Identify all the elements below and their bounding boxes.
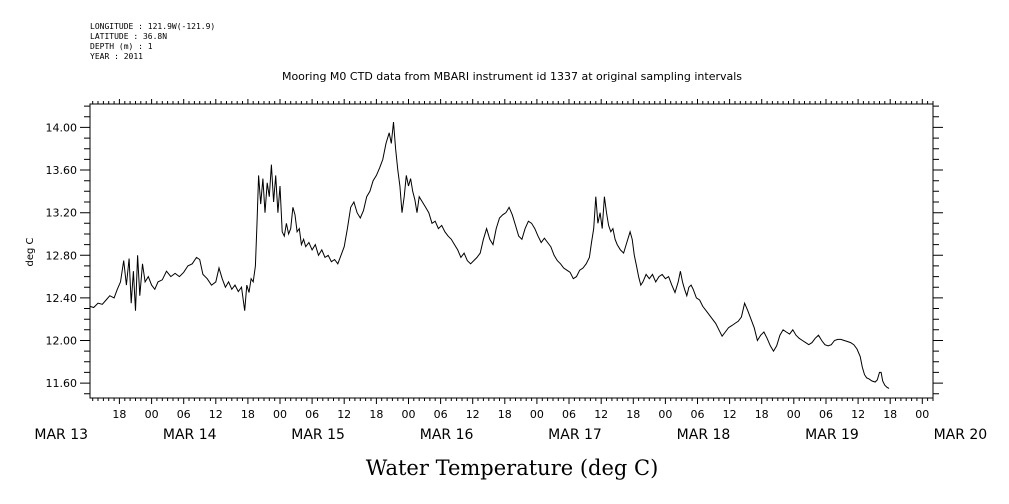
y-axis-label: deg C	[25, 237, 36, 266]
x-hour-label: 00	[402, 408, 416, 421]
chart-caption: Water Temperature (deg C)	[366, 456, 659, 480]
x-hour-label: 00	[530, 408, 544, 421]
x-hour-label: 00	[787, 408, 801, 421]
x-hour-label: 06	[691, 408, 705, 421]
x-hour-label: 18	[883, 408, 897, 421]
y-tick-label: 13.60	[46, 164, 78, 177]
year-label: YEAR : 2011	[90, 52, 143, 61]
x-hour-label: 06	[305, 408, 319, 421]
depth-label: DEPTH (m) : 1	[90, 42, 153, 51]
x-day-label: MAR 15	[291, 427, 345, 443]
x-day-label: MAR 13	[34, 427, 88, 443]
axis-ticks	[92, 99, 934, 404]
y-tick-label: 12.40	[46, 292, 78, 305]
x-hour-label: 06	[819, 408, 833, 421]
x-hour-label: 18	[112, 408, 126, 421]
latitude-label: LATITUDE : 36.8N	[90, 32, 168, 41]
x-hour-label: 12	[209, 408, 223, 421]
x-day-label: MAR 17	[548, 427, 602, 443]
x-hour-label: 12	[466, 408, 480, 421]
plot-frame	[89, 103, 934, 399]
x-hour-label: 12	[723, 408, 737, 421]
x-day-label: MAR 20	[934, 427, 988, 443]
x-day-label: MAR 19	[805, 427, 859, 443]
x-hour-label: 18	[369, 408, 383, 421]
x-hour-label: 12	[594, 408, 608, 421]
x-hour-label: 06	[177, 408, 191, 421]
x-hour-label: 18	[498, 408, 512, 421]
x-hour-label: 12	[851, 408, 865, 421]
longitude-label: LONGITUDE : 121.9W(-121.9)	[90, 22, 216, 31]
temperature-series-line	[89, 122, 890, 389]
x-hour-label: 00	[915, 408, 929, 421]
x-day-label: MAR 18	[677, 427, 731, 443]
x-hour-label: 00	[273, 408, 287, 421]
y-tick-label: 11.60	[46, 377, 78, 390]
y-tick-label: 12.80	[46, 249, 78, 262]
x-hour-label: 06	[562, 408, 576, 421]
hour-tick-marks	[92, 99, 934, 404]
y-axis: 11.60 12.00 12.40 12.80 13.20 13.60 14.00	[46, 105, 943, 395]
x-hour-label: 18	[755, 408, 769, 421]
x-hour-label: 00	[145, 408, 159, 421]
y-tick-label: 14.00	[46, 121, 78, 134]
x-axis: 18 00 06 12 18 00 06 12 18 00 06 12 18 00 06 12 18 00 06 12…	[34, 408, 987, 443]
station-metadata: LONGITUDE : 121.9W(-121.9) LATITUDE : 36…	[90, 22, 215, 62]
y-tick-label: 12.00	[46, 335, 78, 348]
x-hour-label: 18	[626, 408, 640, 421]
chart-title: Mooring M0 CTD data from MBARI instrumen…	[282, 70, 742, 83]
x-day-label: MAR 14	[163, 427, 217, 443]
y-tick-marks	[80, 105, 943, 395]
y-tick-label: 13.20	[46, 207, 78, 220]
x-hour-label: 18	[241, 408, 255, 421]
x-day-label: MAR 16	[420, 427, 474, 443]
x-hour-label: 12	[337, 408, 351, 421]
x-hour-label: 06	[434, 408, 448, 421]
x-hour-label: 00	[658, 408, 672, 421]
